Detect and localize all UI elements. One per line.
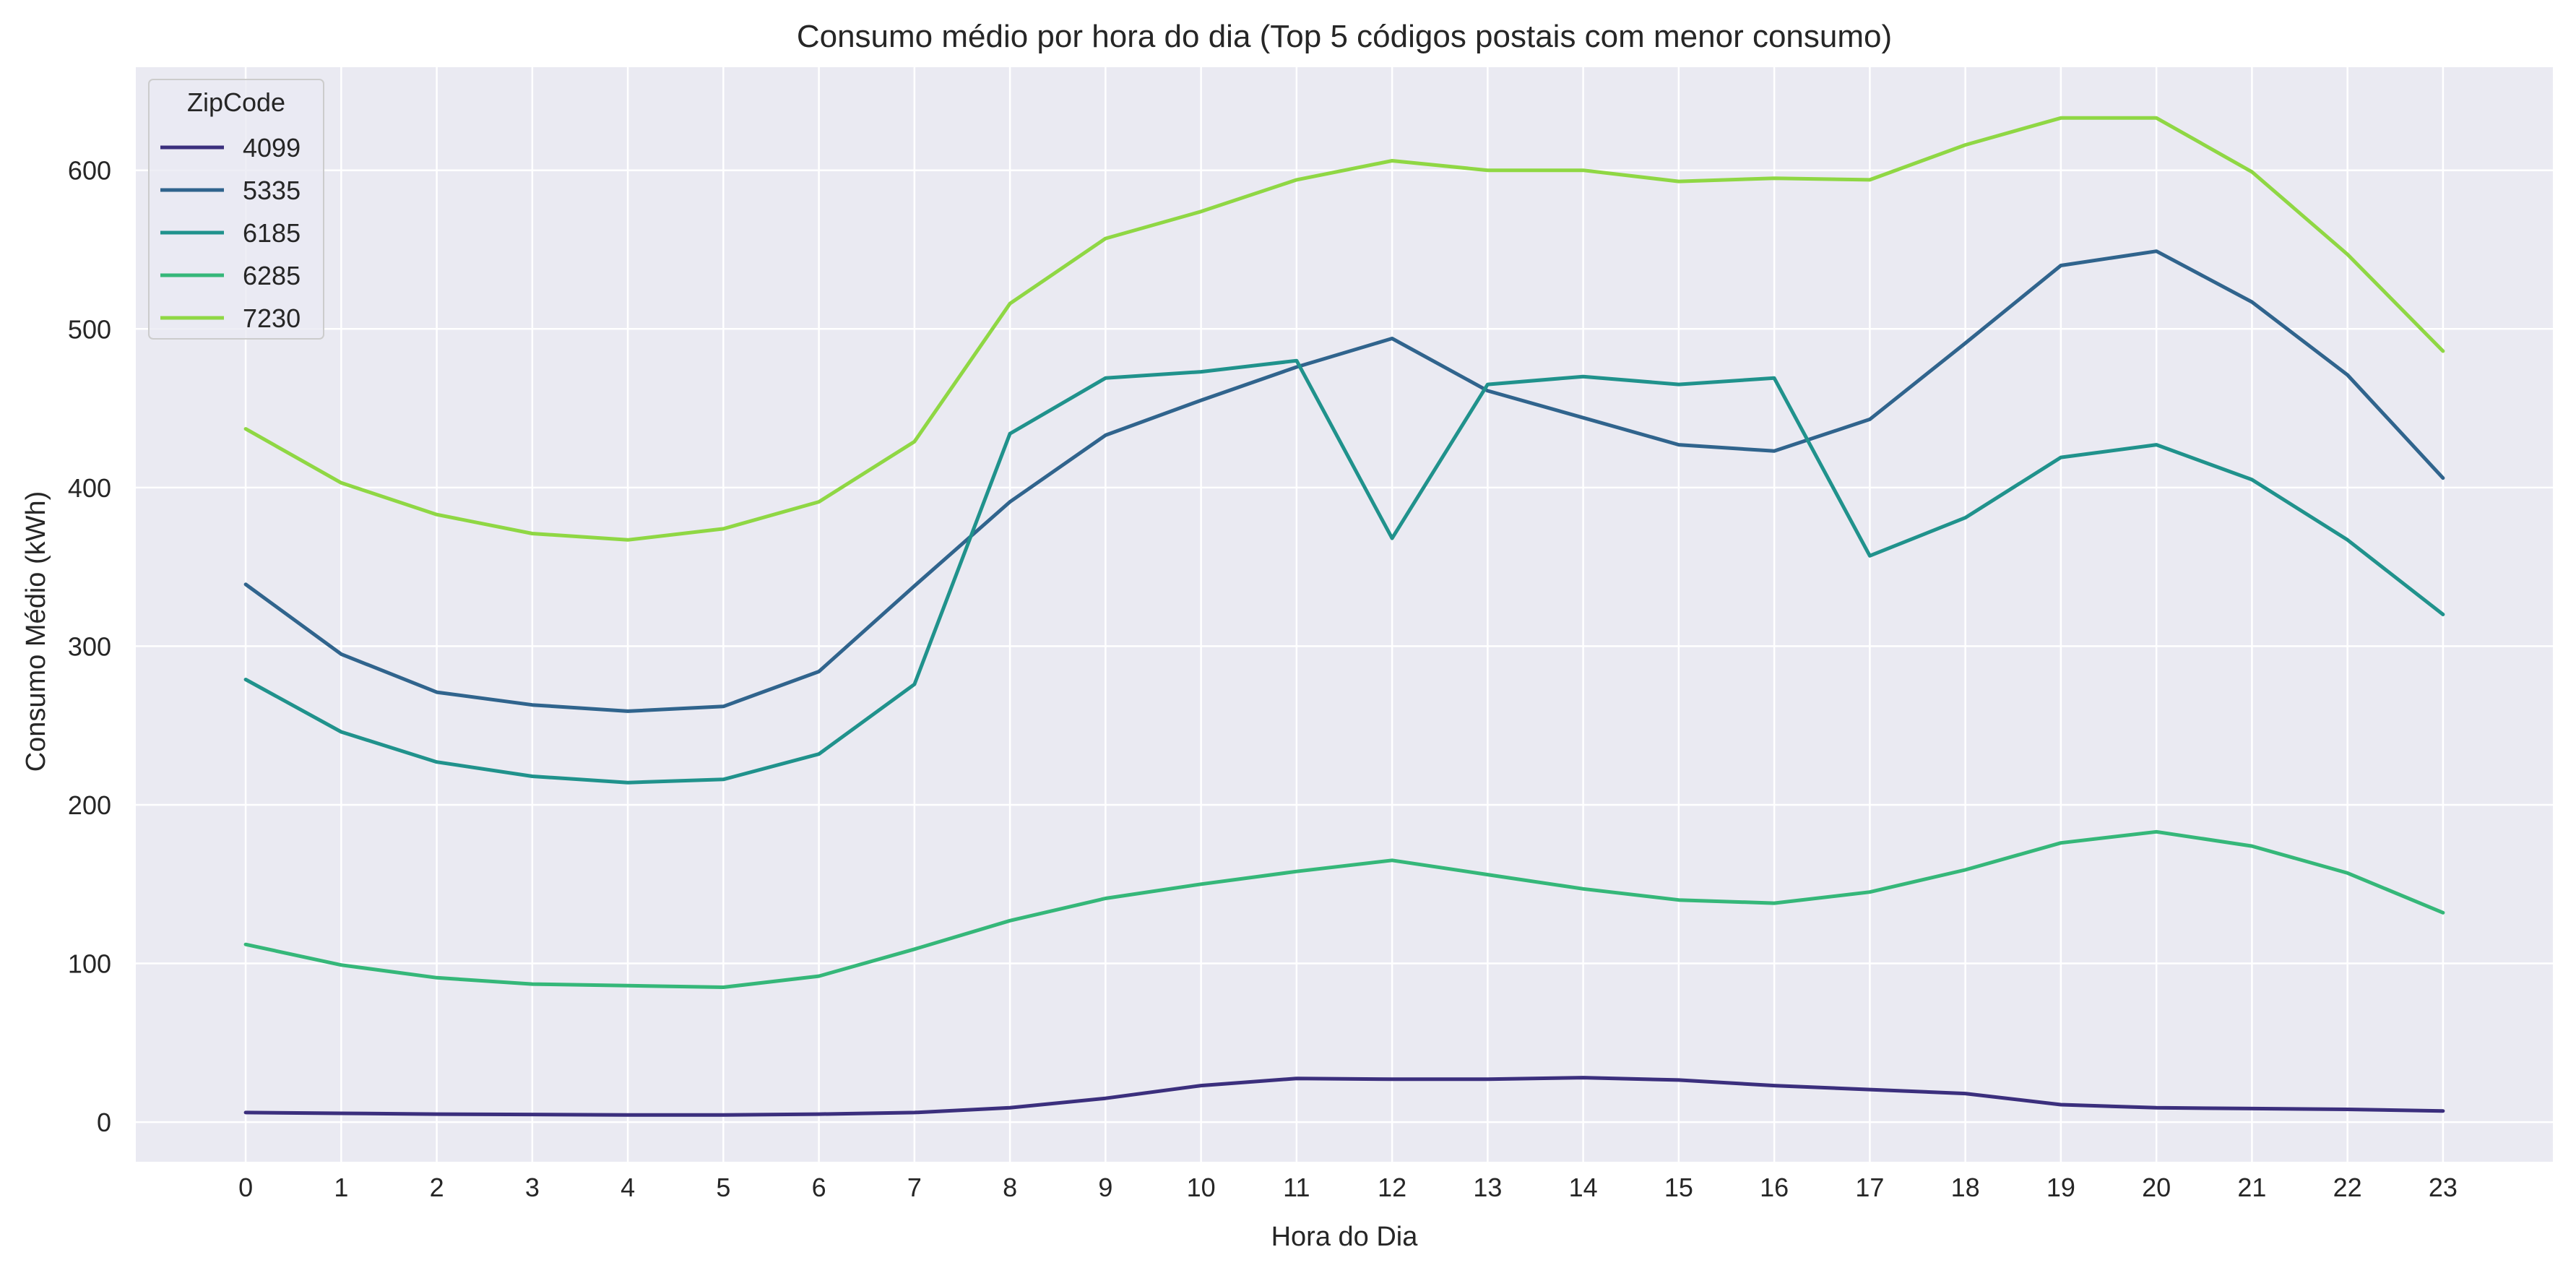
- x-tick-label: 12: [1378, 1173, 1406, 1202]
- y-tick-label: 400: [68, 473, 111, 503]
- x-tick-label: 21: [2237, 1173, 2266, 1202]
- series-line-6185: [243, 358, 2445, 785]
- x-tick-labels: 0 1 2 3 4 5 6 7 8 9 10 11 12 13 14 15 16 17 18 19 20 21 22 23: [238, 1173, 2458, 1202]
- x-tick-label: 18: [1951, 1173, 1980, 1202]
- x-tick-label: 10: [1187, 1173, 1216, 1202]
- y-axis-label: Consumo Médio (kWh): [21, 491, 51, 772]
- x-tick-label: 7: [907, 1173, 922, 1202]
- x-tick-label: 13: [1473, 1173, 1502, 1202]
- series-line-6285: [243, 829, 2445, 989]
- x-tick-label: 3: [525, 1173, 540, 1202]
- y-tick-label: 200: [68, 790, 111, 820]
- legend: ZipCode 4099 5335 6185 6285 7230: [148, 79, 324, 340]
- x-tick-label: 0: [238, 1173, 253, 1202]
- y-tick-label: 100: [68, 949, 111, 979]
- series-line-4099: [243, 1076, 2445, 1117]
- y-tick-labels: 0 100 200 300 400 500 600: [68, 156, 111, 1137]
- x-tick-label: 6: [812, 1173, 826, 1202]
- series-line-5335: [243, 249, 2445, 713]
- x-tick-label: 14: [1569, 1173, 1598, 1202]
- y-tick-label: 300: [68, 631, 111, 661]
- legend-title: ZipCode: [187, 87, 285, 117]
- legend-label-7230: 7230: [243, 303, 301, 333]
- y-tick-label: 0: [97, 1108, 111, 1137]
- y-tick-label: 500: [68, 314, 111, 344]
- x-tick-label: 5: [716, 1173, 730, 1202]
- series-line-7230: [243, 116, 2445, 542]
- plot-area: [136, 67, 2553, 1162]
- legend-label-6285: 6285: [243, 261, 301, 290]
- x-tick-label: 11: [1283, 1173, 1310, 1202]
- legend-label-5335: 5335: [243, 176, 301, 205]
- x-tick-label: 15: [1664, 1173, 1693, 1202]
- x-tick-label: 22: [2333, 1173, 2362, 1202]
- series-lines: [243, 116, 2445, 1117]
- x-tick-label: 4: [621, 1173, 635, 1202]
- x-tick-label: 20: [2142, 1173, 2171, 1202]
- x-axis-label: Hora do Dia: [1271, 1222, 1419, 1252]
- x-tick-label: 17: [1855, 1173, 1884, 1202]
- y-tick-label: 600: [68, 156, 111, 186]
- x-tick-label: 8: [1003, 1173, 1017, 1202]
- legend-box: [148, 79, 324, 340]
- x-tick-label: 2: [430, 1173, 444, 1202]
- chart-title: Consumo médio por hora do dia (Top 5 cód…: [797, 19, 1892, 54]
- legend-label-6185: 6185: [243, 218, 301, 248]
- x-tick-label: 16: [1760, 1173, 1789, 1202]
- legend-label-4099: 4099: [243, 133, 301, 163]
- x-tick-label: 1: [334, 1173, 348, 1202]
- x-tick-label: 9: [1098, 1173, 1112, 1202]
- x-tick-label: 23: [2429, 1173, 2458, 1202]
- x-tick-label: 19: [2046, 1173, 2075, 1202]
